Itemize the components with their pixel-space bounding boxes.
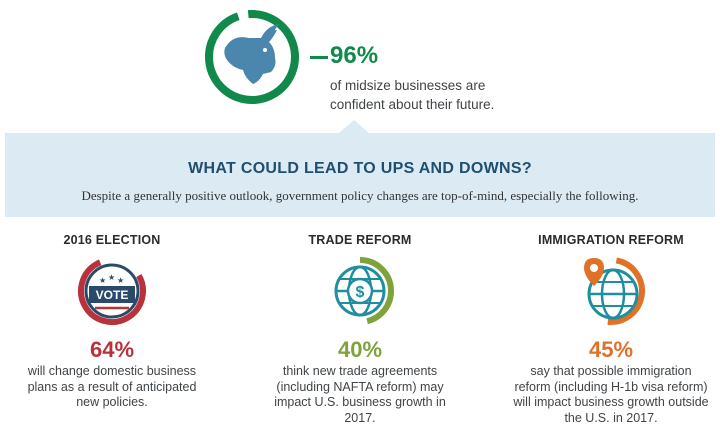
hero-connector-line — [310, 56, 328, 59]
vote-badge-icon: ★ ★ ★ VOTE — [78, 257, 146, 325]
vote-badge-text: VOTE — [96, 288, 129, 302]
svg-text:★: ★ — [99, 276, 106, 285]
section-band — [5, 133, 715, 217]
column-text: will change domestic business plans as a… — [27, 364, 197, 409]
section-title: WHAT COULD LEAD TO UPS AND DOWNS? — [188, 160, 532, 177]
globe-pin-icon — [577, 257, 645, 325]
column-title: IMMIGRATION REFORM — [538, 233, 684, 247]
hero-description: of midsize businesses are confident abou… — [330, 78, 495, 112]
stat-column-election: 2016 ELECTION ★ ★ ★ VOTE 64% will change… — [0, 233, 227, 411]
column-title: 2016 ELECTION — [63, 233, 161, 247]
column-percent: 40% — [337, 337, 383, 362]
stat-column-trade: TRADE REFORM $ 40% think new trade agree… — [245, 233, 475, 425]
section-subtitle: Despite a generally positive outlook, go… — [81, 188, 639, 203]
svg-text:★: ★ — [117, 276, 124, 285]
bull-icon — [205, 9, 299, 104]
svg-text:★: ★ — [108, 273, 115, 282]
column-percent: 64% — [89, 337, 135, 362]
globe-dollar-icon: $ — [326, 257, 394, 325]
stat-column-immigration: IMMIGRATION REFORM 45% say that possible… — [496, 233, 720, 425]
column-text: say that possible immigration reform (in… — [513, 364, 709, 425]
hero-percent: 96% — [330, 42, 379, 69]
column-text: think new trade agreements (including NA… — [274, 364, 446, 425]
column-percent: 45% — [588, 337, 634, 362]
band-notch — [338, 120, 370, 134]
column-title: TRADE REFORM — [308, 233, 412, 247]
svg-text:$: $ — [356, 284, 365, 301]
